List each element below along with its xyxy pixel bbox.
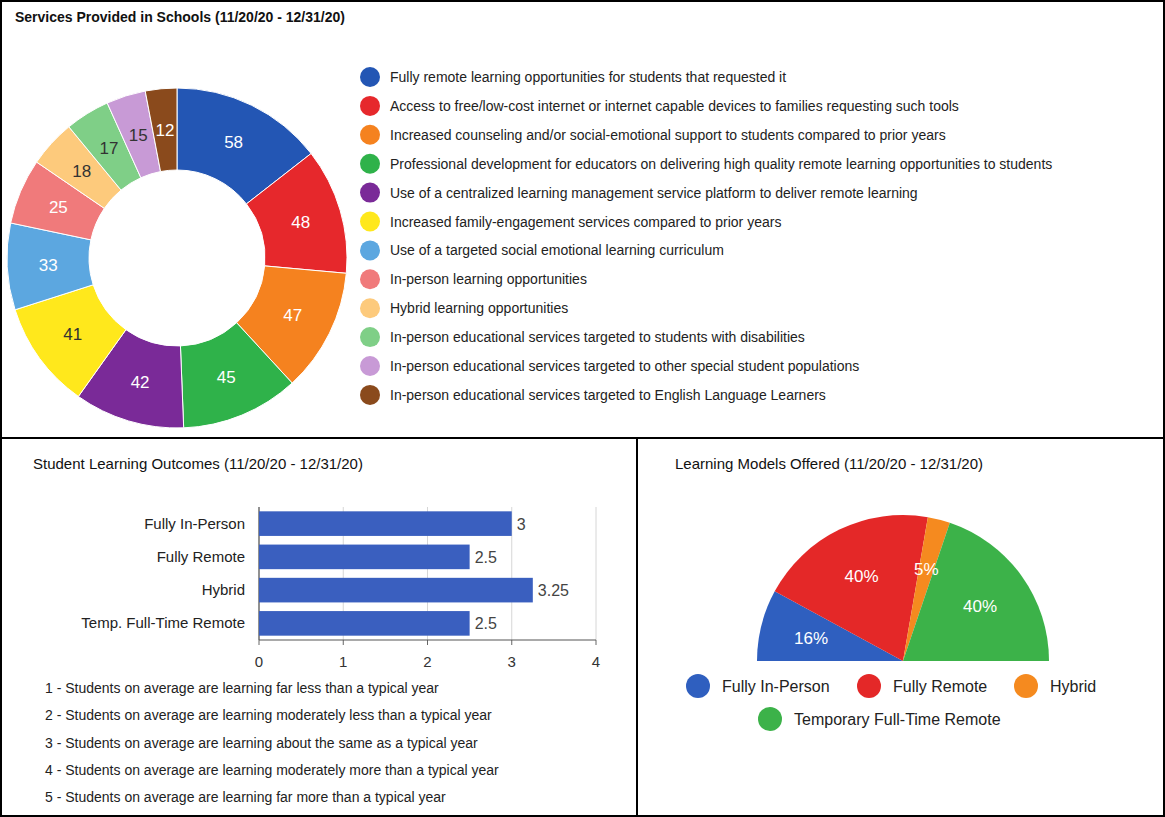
tick-label: 1 [339,653,347,670]
data-label: 15 [129,126,148,145]
title: Learning Models Offered (11/20/20 - 12/3… [675,455,983,472]
tick-label: 3 [508,653,516,670]
legend-label: Use of a targeted social emotional learn… [390,242,724,258]
legend-label: In-person learning opportunities [390,271,587,287]
axis-line [259,640,596,641]
data-label: 5% [914,560,939,579]
data-label: 41 [63,325,82,344]
tick-label: 0 [255,653,263,670]
data-label: 48 [291,213,310,232]
slices [757,515,1049,661]
legend-label: Hybrid [1050,678,1096,695]
donut-slice [180,323,292,428]
legend-swatch [360,327,380,347]
tick [596,640,597,645]
dashboard: Services Provided in Schools (11/20/20 -… [0,0,1165,817]
data-label: 58 [224,133,243,152]
tick [427,640,428,645]
annotation: 3 - Students on average are learning abo… [45,735,478,751]
data-label: 17 [99,139,118,158]
legend-label: Professional development for educators o… [390,156,1052,172]
divider [636,438,638,817]
pie-slice [903,523,1049,661]
data-labels: 16% 40% 5% 40% [794,560,997,648]
category-label: Hybrid [202,581,245,598]
data-label: 25 [49,198,68,217]
frame [1,1,1164,816]
bars [259,511,533,635]
legend-label: Hybrid learning opportunities [390,300,568,316]
semicircle-chart: Learning Models Offered (11/20/20 - 12/3… [675,455,1096,731]
annotation: 4 - Students on average are learning mod… [45,762,499,778]
category-label: Temp. Full-Time Remote [81,614,245,631]
bar [259,611,470,636]
data-label: 45 [217,368,236,387]
category-label: Fully In-Person [144,515,245,532]
bar [259,578,533,603]
data-label: 16% [794,629,828,648]
donut-slice [145,88,177,172]
bar [259,545,470,570]
tick-label: 4 [592,653,600,670]
slices [7,88,347,428]
annotation: 5 - Students on average are learning far… [45,789,446,805]
tick [259,640,260,645]
bar-chart: Student Learning Outcomes (11/20/20 - 12… [33,455,600,805]
legend-swatch [360,67,380,87]
title: Services Provided in Schools (11/20/20 -… [15,9,345,25]
legend-label: Increased counseling and/or social-emoti… [390,127,946,143]
donut-chart: Services Provided in Schools (11/20/20 -… [7,9,1052,428]
legend-swatch [686,674,710,698]
legend-label: Temporary Full-Time Remote [794,711,1001,728]
data-label: 33 [39,256,58,275]
legend-label: Fully In-Person [722,678,830,695]
legend-swatch [857,674,881,698]
legend-label: Increased family-engagement services com… [390,214,781,230]
legend-swatch [360,298,380,318]
legend-swatch [360,385,380,405]
data-label: 2.5 [475,615,497,632]
legend-label: Access to free/low-cost internet or inte… [390,98,959,114]
legend-swatch [360,356,380,376]
data-label: 12 [155,121,174,140]
bar [259,511,512,536]
legend-swatch [360,212,380,232]
grid-line [596,507,597,640]
data-label: 40% [963,597,997,616]
legend-swatch [360,240,380,260]
data-label: 3 [517,516,526,533]
divider [0,437,1165,439]
tick [343,640,344,645]
annotation: 2 - Students on average are learning mod… [45,707,492,723]
data-label: 42 [131,373,150,392]
data-label: 18 [72,162,91,181]
data-label: 3.25 [538,582,569,599]
legend-swatch [758,707,782,731]
legend-label: Fully Remote [893,678,987,695]
category-label: Fully Remote [157,548,245,565]
legend: Fully In-Person Fully Remote Hybrid Tempora… [686,674,1096,731]
pie-slice [775,515,928,661]
annotation: 1 - Students on average are learning far… [45,680,439,696]
legend-swatch [360,269,380,289]
legend-label: In-person educational services targeted … [390,358,859,374]
legend-swatch [360,183,380,203]
tick [511,640,512,645]
legend: Fully remote learning opportunities for … [360,67,1052,405]
tick-label: 2 [423,653,431,670]
legend-swatch [1014,674,1038,698]
data-label: 47 [283,306,302,325]
legend-label: In-person educational services targeted … [390,387,826,403]
legend-swatch [360,154,380,174]
data-labels: 58 48 47 45 42 41 33 2518 17 15 12 [39,121,311,392]
legend-label: Use of a centralized learning management… [390,185,918,201]
donut-slice [246,154,347,274]
legend-swatch [360,96,380,116]
data-label: 2.5 [475,549,497,566]
legend-swatch [360,125,380,145]
data-label: 40% [845,567,879,586]
legend-label: Fully remote learning opportunities for … [390,69,786,85]
title: Student Learning Outcomes (11/20/20 - 12… [33,455,363,472]
legend-label: In-person educational services targeted … [390,329,805,345]
